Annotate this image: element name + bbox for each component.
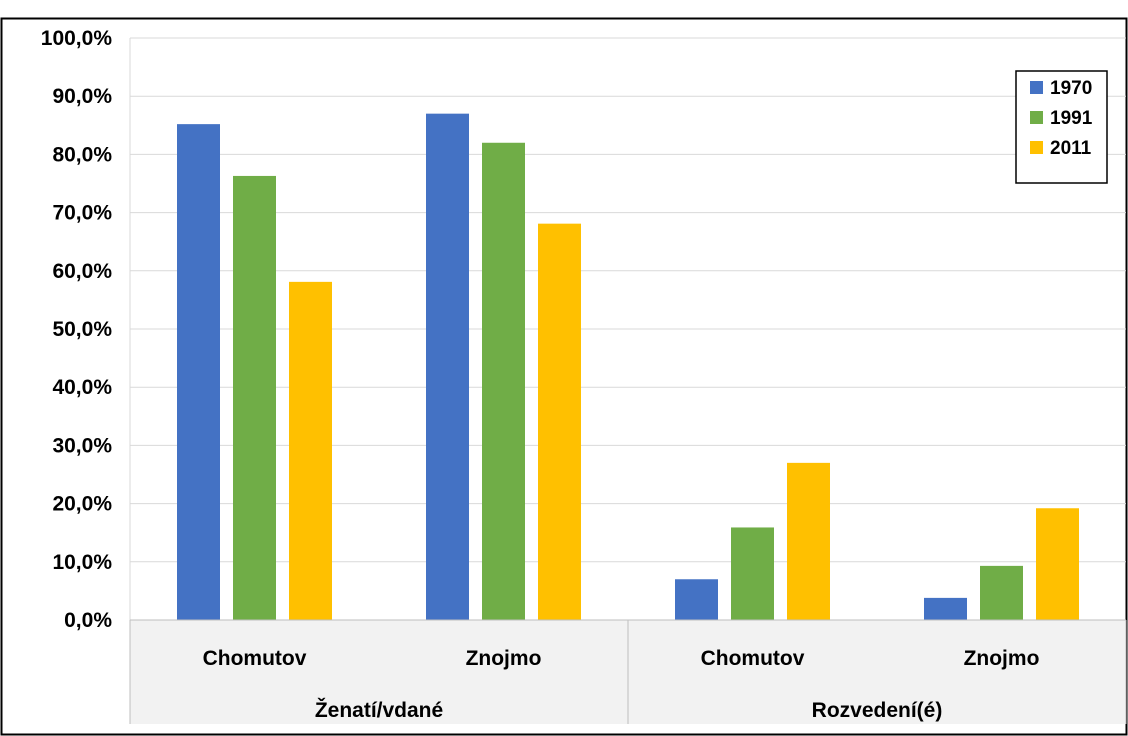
- category-label: Znojmo: [964, 647, 1040, 670]
- y-tick-label: 60,0%: [52, 260, 112, 283]
- bar-2011: [787, 462, 830, 620]
- bar-1991: [731, 527, 774, 620]
- category-label: Chomutov: [701, 647, 805, 670]
- legend-swatch-1970: [1030, 81, 1043, 94]
- bar-1970: [177, 124, 220, 621]
- bars: [177, 113, 1079, 621]
- category-axis: Chomutov Znojmo Ženatí/vdané Chomutov Znojmo…: [129, 619, 1127, 724]
- y-tick-label: 90,0%: [52, 85, 112, 108]
- category-label: Znojmo: [466, 647, 542, 670]
- group-label: Rozvedení(é): [812, 699, 943, 722]
- y-tick-label: 80,0%: [52, 143, 112, 166]
- y-tick-label: 30,0%: [52, 434, 112, 457]
- bar-2011: [1036, 508, 1079, 620]
- group-label: Ženatí/vdané: [315, 698, 443, 722]
- bar-1991: [233, 175, 276, 620]
- y-tick-label: 100,0%: [41, 27, 113, 50]
- y-tick-label: 0,0%: [64, 609, 112, 632]
- y-axis-ticks: 0,0% 10,0% 20,0% 30,0% 40,0% 50,0% 60,0% 70,0% 8…: [41, 27, 113, 632]
- category-label: Chomutov: [203, 647, 307, 670]
- y-tick-label: 70,0%: [52, 202, 112, 225]
- bar-1970: [426, 113, 469, 620]
- y-tick-label: 40,0%: [52, 376, 112, 399]
- legend-label: 1970: [1050, 78, 1092, 99]
- y-tick-label: 50,0%: [52, 318, 112, 341]
- legend-label: 2011: [1050, 138, 1092, 159]
- legend-label: 1991: [1050, 108, 1093, 129]
- bar-2011: [538, 223, 581, 620]
- bar-2011: [289, 281, 332, 620]
- bar-1991: [980, 565, 1023, 620]
- bar-1970: [675, 579, 718, 620]
- bar-1970: [924, 597, 967, 620]
- legend-swatch-1991: [1030, 111, 1043, 124]
- legend: 1970 1991 2011: [1015, 70, 1108, 184]
- y-tick-label: 10,0%: [52, 551, 112, 574]
- y-tick-label: 20,0%: [52, 493, 112, 516]
- bar-1991: [482, 142, 525, 620]
- legend-swatch-2011: [1030, 141, 1043, 154]
